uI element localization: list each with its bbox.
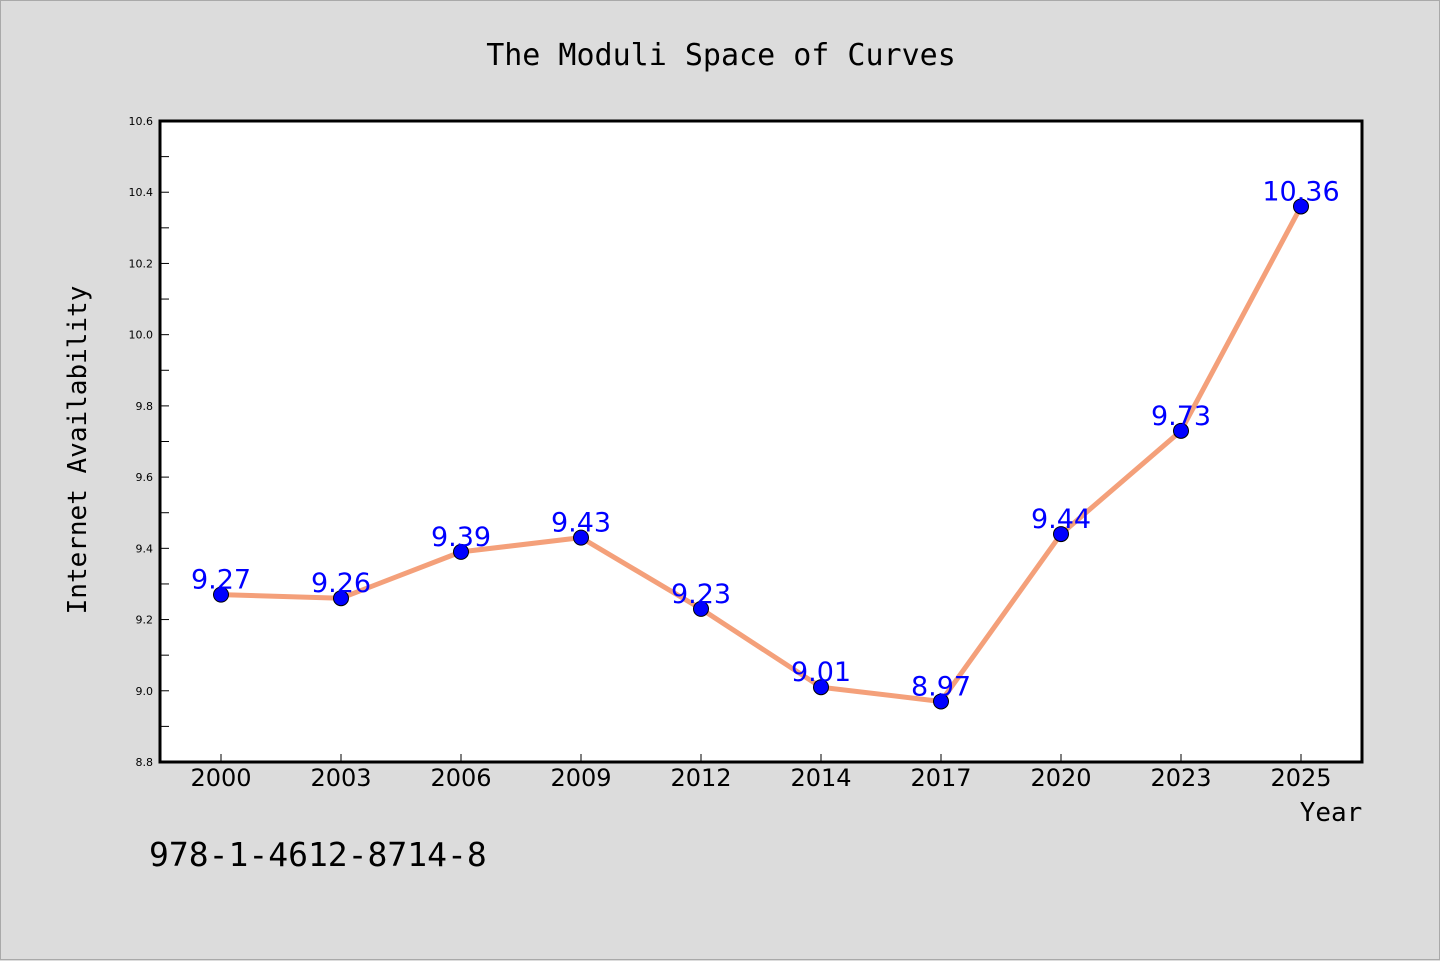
x-axis-label: Year (1300, 798, 1363, 828)
y-axis-label: Internet Availability (63, 286, 93, 615)
y-tick-label: 9.2 (136, 614, 154, 627)
y-tick-label: 9.8 (136, 400, 154, 413)
plot-area (160, 121, 1362, 762)
data-point (333, 590, 349, 607)
data-point (213, 586, 229, 603)
axis-ticks: 8.8 9.0 9.2 9.4 9.6 9.8 10.0 10.2 10.4 10.6 2000 20… (129, 115, 1332, 792)
x-tick-label: 2025 (1270, 764, 1331, 792)
y-tick-label: 10.0 (129, 329, 154, 342)
data-label: 9.23 (671, 579, 731, 610)
data-point (1173, 422, 1189, 439)
x-tick-label: 2017 (910, 764, 971, 792)
data-point (933, 693, 949, 710)
data-points (213, 198, 1309, 710)
x-tick-label: 2003 (310, 764, 371, 792)
x-tick-label: 2023 (1150, 764, 1211, 792)
data-point (813, 679, 829, 696)
y-tick-label: 9.4 (136, 542, 154, 555)
series-line (218, 203, 1304, 704)
data-label: 8.97 (911, 671, 971, 702)
data-point (453, 543, 469, 560)
data-point (573, 529, 589, 546)
y-tick-label: 10.6 (129, 115, 154, 128)
x-tick-label: 2020 (1030, 764, 1091, 792)
y-tick-label: 8.8 (136, 756, 154, 769)
y-tick-label: 9.0 (136, 685, 154, 698)
series-line-layer (218, 203, 1304, 704)
data-label: 9.44 (1031, 504, 1091, 535)
data-point (693, 600, 709, 617)
data-label: 9.26 (311, 568, 371, 599)
x-tick-label: 2014 (790, 764, 851, 792)
x-tick-label: 2012 (670, 764, 731, 792)
x-tick-label: 2009 (550, 764, 611, 792)
data-label: 9.43 (551, 508, 611, 539)
y-tick-label: 10.4 (129, 186, 154, 199)
data-label: 9.27 (191, 565, 251, 596)
data-label: 9.01 (791, 657, 851, 688)
x-tick-label: 2006 (430, 764, 491, 792)
data-point (1053, 526, 1069, 543)
data-label: 9.39 (431, 522, 491, 553)
x-tick-label: 2000 (190, 764, 251, 792)
y-tick-label: 9.6 (136, 471, 154, 484)
data-label: 10.36 (1262, 176, 1339, 207)
data-point (1293, 198, 1309, 215)
chart-title: The Moduli Space of Curves (486, 38, 956, 73)
plot-frame (158, 119, 1364, 764)
data-labels: 9.27 9.26 9.39 9.43 9.23 9.01 8.97 9.44 9.73 10.3… (191, 176, 1340, 702)
data-label: 9.73 (1151, 401, 1211, 432)
footnote-text: 978-1-4612-8714-8 (149, 835, 487, 874)
y-tick-label: 10.2 (129, 257, 154, 270)
